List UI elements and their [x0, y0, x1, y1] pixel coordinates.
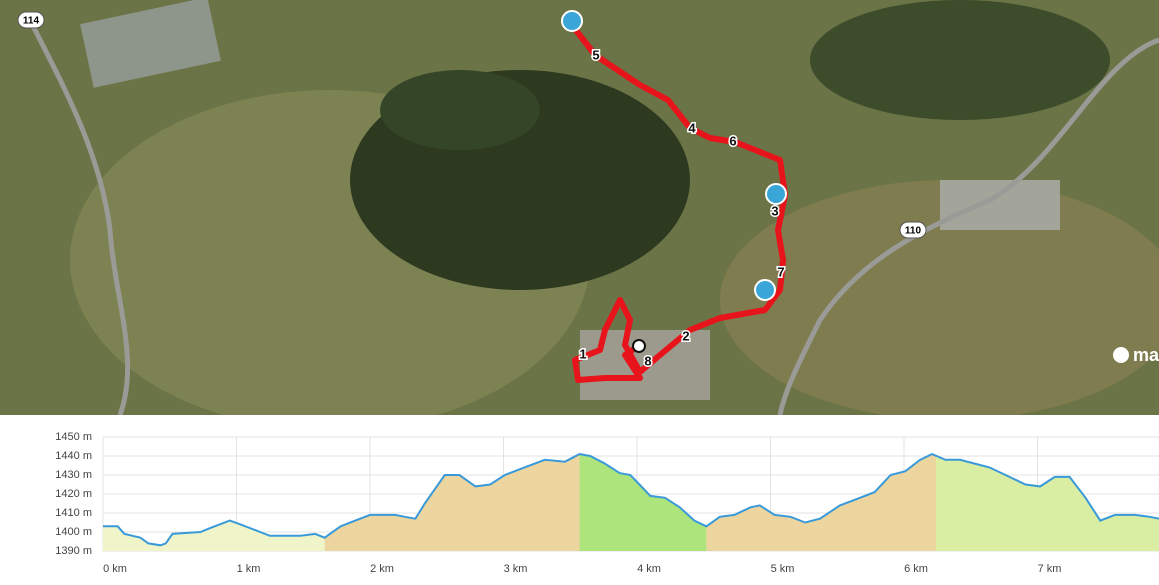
road-shield: [899, 221, 927, 239]
greenhouse: [80, 0, 221, 88]
road-shield-label: 114: [23, 16, 40, 27]
road: [27, 18, 131, 415]
y-tick-label: 1450 m: [55, 431, 92, 443]
water-pin[interactable]: [561, 10, 583, 32]
field: [720, 180, 1159, 415]
route-label: 6: [729, 133, 736, 148]
route-label: 2: [682, 328, 689, 343]
y-tick-label: 1440 m: [55, 450, 92, 462]
surface-segment: [324, 454, 580, 551]
x-tick-label: 1 km: [237, 563, 261, 575]
route-label: 4: [688, 120, 696, 135]
x-tick-label: 2 km: [370, 563, 394, 575]
start-finish: [632, 339, 646, 353]
buildings: [940, 180, 1060, 230]
road-shield-label: 110: [905, 226, 922, 237]
route-label: 7: [777, 264, 784, 279]
surface-segment: [103, 520, 325, 551]
route-label: 5: [592, 47, 599, 62]
y-tick-label: 1390 m: [55, 545, 92, 557]
route-label: 8: [644, 353, 651, 368]
x-tick-label: 4 km: [637, 563, 661, 575]
y-tick-label: 1420 m: [55, 488, 92, 500]
y-tick-label: 1430 m: [55, 469, 92, 481]
forest: [810, 0, 1110, 120]
x-tick-label: 5 km: [771, 563, 795, 575]
road-shield: [17, 11, 45, 29]
y-tick-label: 1410 m: [55, 507, 92, 519]
x-tick-label: 7 km: [1038, 563, 1062, 575]
surface-segment: [579, 454, 707, 551]
x-tick-label: 3 km: [504, 563, 528, 575]
elevation-chart: 1390 m 1400 m 1410 m 1420 m 1430 m 1440 m 1450…: [55, 431, 1159, 575]
x-tick-label: 6 km: [904, 563, 928, 575]
forest: [380, 70, 540, 150]
surface-segment: [706, 454, 937, 551]
map[interactable]: 114 110 1 2 3 4 5 6 7 8 map: [0, 0, 1159, 415]
elevation-line: [103, 453, 1159, 547]
logo-icon: [1113, 347, 1129, 363]
surface-segment: [936, 455, 1159, 551]
route: [569, 23, 788, 383]
y-tick-label: 1400 m: [55, 526, 92, 538]
route-label: 3: [771, 203, 778, 218]
water-pin[interactable]: [754, 279, 776, 301]
route-label: 1: [579, 346, 586, 361]
logo: map: [1133, 345, 1159, 365]
x-tick-label: 0 km: [103, 563, 127, 575]
warning-pin[interactable]: [765, 183, 787, 205]
